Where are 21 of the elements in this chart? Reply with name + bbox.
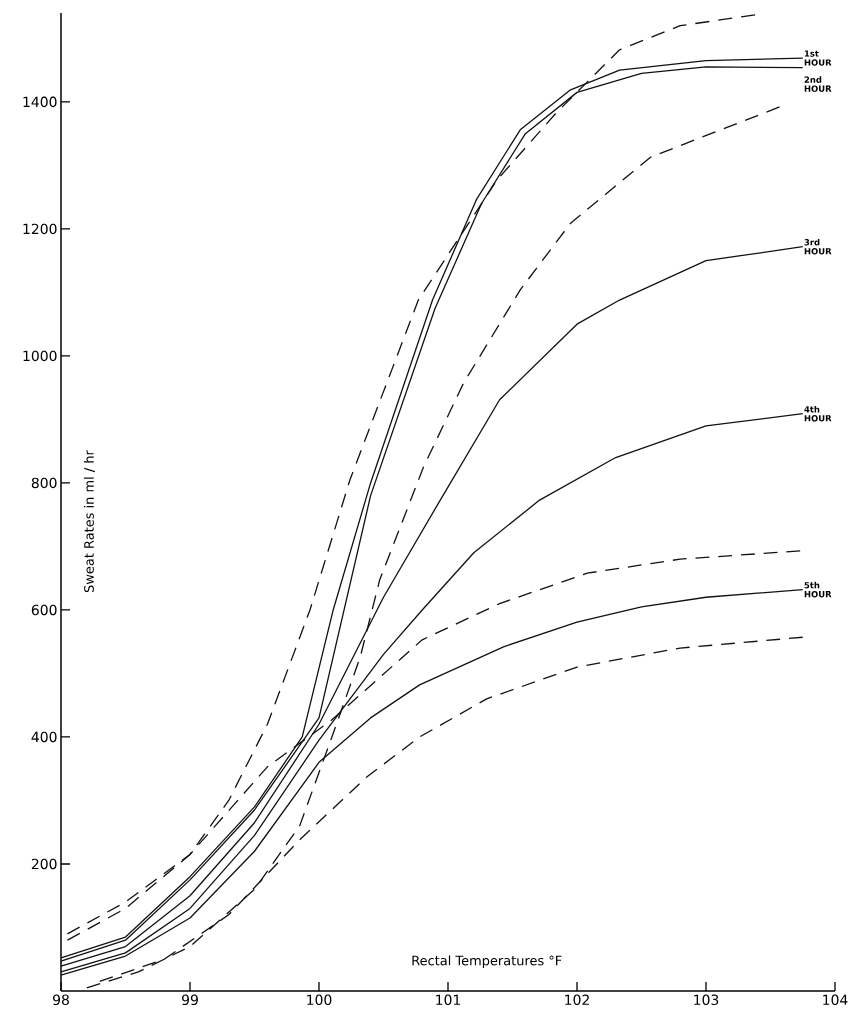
y-tick-label: 200 [31, 858, 57, 870]
series-label: 3rd HOUR [804, 238, 832, 255]
y-tick-label: 1000 [23, 350, 57, 362]
x-tick-label: 101 [436, 994, 461, 1006]
x-tick-label: 102 [565, 994, 589, 1006]
series-label: 4th HOUR [804, 405, 832, 422]
series-label: 5th HOUR [804, 581, 832, 598]
y-tick-label: 600 [31, 604, 57, 616]
y-axis-title: Sweat Rates in ml / hr [83, 450, 95, 593]
y-tick-label: 800 [31, 477, 57, 489]
x-tick-label: 104 [823, 994, 848, 1006]
y-tick-label: 1400 [23, 96, 57, 108]
x-tick-label: 98 [53, 994, 69, 1006]
series-label: 2nd HOUR [804, 76, 832, 92]
x-axis-title: Rectal Temperatures °F [412, 955, 562, 968]
series-label: 1st HOUR [804, 50, 832, 66]
x-tick-label: 100 [307, 994, 332, 1006]
x-tick-label: 99 [182, 994, 198, 1006]
x-tick-label: 103 [694, 994, 719, 1006]
y-tick-label: 400 [31, 731, 57, 743]
y-tick-label: 1200 [23, 223, 57, 235]
